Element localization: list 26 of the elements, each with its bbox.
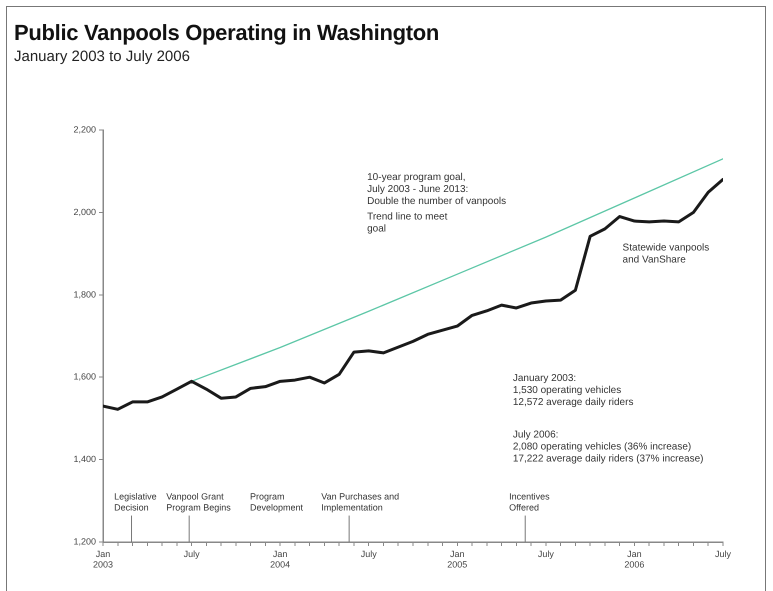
chart-title: Public Vanpools Operating in Washington bbox=[14, 20, 440, 46]
annotation: Legislative Decision bbox=[114, 492, 157, 513]
chart-subtitle: January 2003 to July 2006 bbox=[14, 48, 190, 65]
annotation: 10-year program goal, July 2003 - June 2013: Double the number of vanpools bbox=[367, 172, 506, 207]
y-tick-label: 1,600 bbox=[73, 372, 96, 382]
y-tick-label: 2,200 bbox=[73, 124, 96, 134]
y-tick-label: 1,400 bbox=[73, 454, 96, 464]
annotation: January 2003: 1,530 operating vehicles 12,572 average daily riders bbox=[512, 372, 634, 408]
x-tick-label: July bbox=[714, 548, 732, 559]
x-tick-label: Jan 2006 bbox=[624, 548, 644, 570]
annotation: Incentives Offered bbox=[509, 492, 550, 513]
annotation: Statewide vanpools and VanShare bbox=[622, 242, 710, 266]
y-tick-label: 1,200 bbox=[73, 536, 96, 546]
annotation: Trend line to meet goal bbox=[367, 212, 448, 235]
annotation: July 2006: 2,080 operating vehicles (36% increase) 17,222 average daily riders (37% increase) bbox=[512, 430, 704, 465]
x-tick-label: Jan 2003 bbox=[92, 548, 114, 570]
annotation: Program Development bbox=[250, 492, 304, 513]
y-tick-label: 2,000 bbox=[73, 206, 96, 217]
x-tick-label: Jan 2005 bbox=[447, 548, 468, 570]
x-tick-label: Jan 2004 bbox=[270, 548, 290, 570]
y-tick-label: 1,800 bbox=[73, 289, 96, 300]
annotation: Vanpool Grant Program Begins bbox=[166, 492, 232, 513]
x-tick-label: July bbox=[538, 548, 554, 559]
x-tick-label: July bbox=[360, 548, 378, 559]
annotation: Van Purchases and Implementation bbox=[321, 492, 400, 513]
x-tick-label: July bbox=[184, 548, 200, 559]
